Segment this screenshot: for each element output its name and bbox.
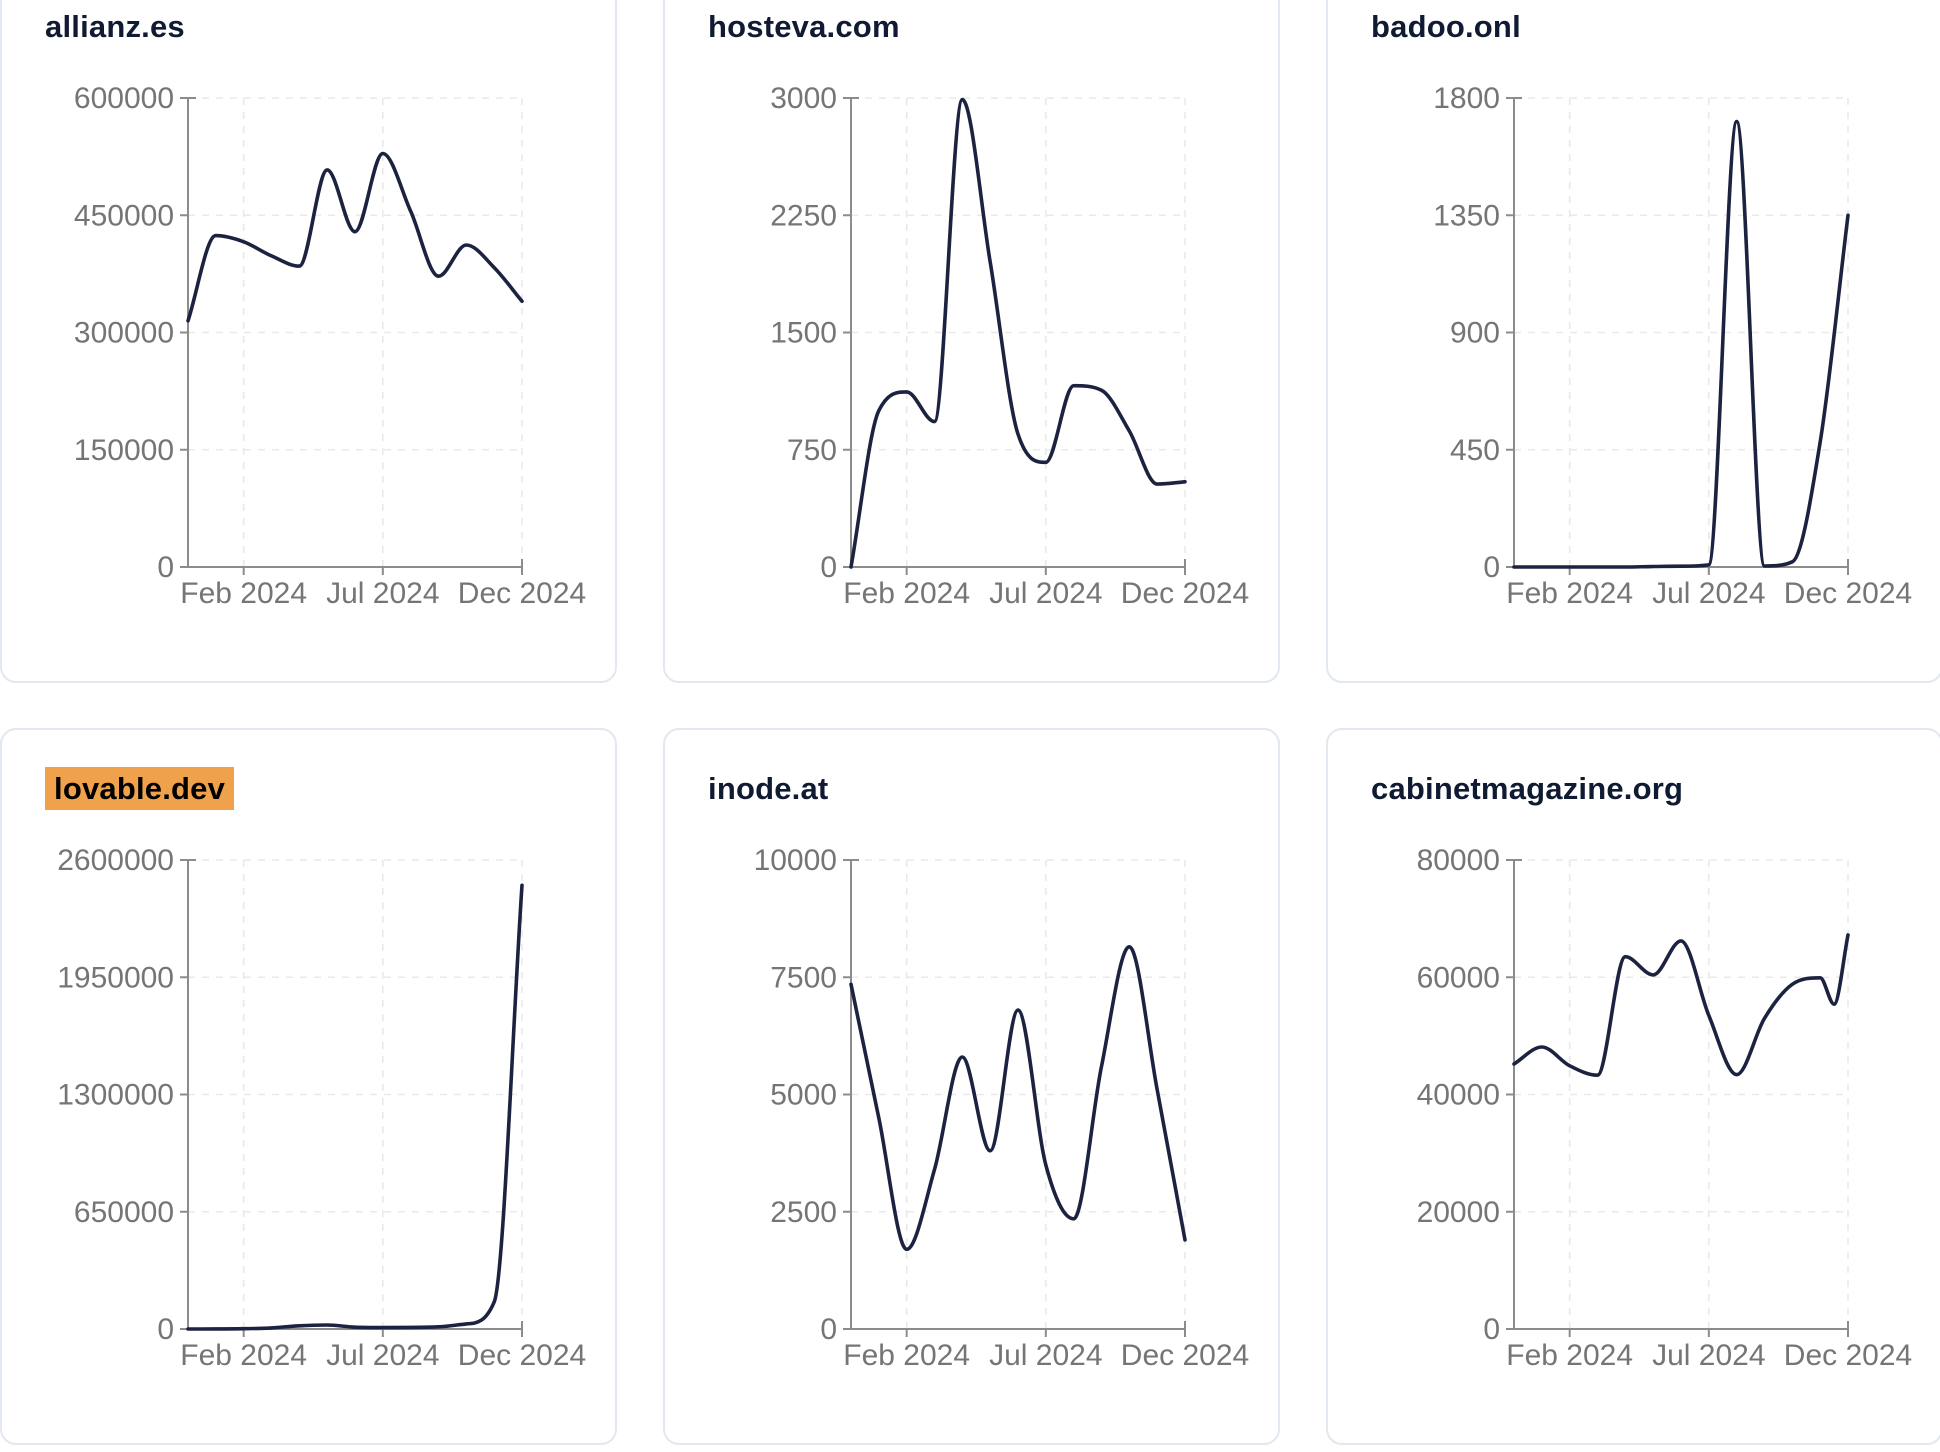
y-tick-label: 0 xyxy=(157,1313,174,1346)
x-tick-label: Jul 2024 xyxy=(326,577,439,610)
y-tick-label: 600000 xyxy=(74,82,174,115)
y-tick-label: 3000 xyxy=(770,82,837,115)
x-tick-label: Dec 2024 xyxy=(458,1339,586,1372)
y-tick-label: 40000 xyxy=(1417,1079,1500,1112)
chart-title-text: allianz.es xyxy=(45,9,185,44)
chart-title-text: badoo.onl xyxy=(1371,9,1521,44)
line-chart: 0 750 1500 2250 3000 Feb 2024 Jul 2024 Dec 2024 xyxy=(770,82,1249,610)
x-axis xyxy=(1514,1321,1849,1330)
x-axis xyxy=(851,559,1186,568)
line-chart: 0 450 900 1350 1800 Feb 2024 Jul 2024 Dec 2024 xyxy=(1433,82,1912,610)
x-tick-label: Feb 2024 xyxy=(843,577,970,610)
x-tick-label: Feb 2024 xyxy=(180,1339,307,1372)
chart-card: inode.at 0 2500 5000 7500 10000 Feb 2024 Jul 2… xyxy=(663,728,1280,1445)
y-tick-label: 450000 xyxy=(74,199,174,232)
line-chart: 0 20000 40000 60000 80000 Feb 2024 Jul 2024 Dec… xyxy=(1417,844,1913,1372)
x-tick-label: Jul 2024 xyxy=(1652,1339,1765,1372)
y-tick-label: 1300000 xyxy=(57,1079,174,1112)
y-tick-label: 1950000 xyxy=(57,961,174,994)
chart-title: allianz.es xyxy=(45,8,185,46)
y-tick-label: 300000 xyxy=(74,317,174,350)
x-tick-label: Dec 2024 xyxy=(458,577,586,610)
x-tick-label: Feb 2024 xyxy=(180,577,307,610)
y-tick-label: 2250 xyxy=(770,199,837,232)
chart-card: cabinetmagazine.org 0 20000 40000 60000 8000… xyxy=(1326,728,1940,1445)
y-tick-label: 650000 xyxy=(74,1196,174,1229)
series-line xyxy=(1512,119,1850,569)
chart-card: hosteva.com 0 750 1500 2250 3000 Feb 2024 Jul … xyxy=(663,0,1280,683)
line-chart: 0 2500 5000 7500 10000 Feb 2024 Jul 2024 Dec 20… xyxy=(754,844,1250,1372)
x-tick-label: Feb 2024 xyxy=(1506,577,1633,610)
x-tick-label: Dec 2024 xyxy=(1784,577,1912,610)
chart-title: lovable.dev xyxy=(45,767,235,810)
y-tick-label: 2600000 xyxy=(57,844,174,877)
y-tick-label: 750 xyxy=(787,434,837,467)
series-line xyxy=(1512,933,1850,1077)
x-tick-label: Feb 2024 xyxy=(1506,1339,1633,1372)
y-tick-label: 150000 xyxy=(74,434,174,467)
y-tick-label: 1800 xyxy=(1433,82,1500,115)
x-axis xyxy=(851,1321,1186,1330)
x-tick-label: Jul 2024 xyxy=(1652,577,1765,610)
chart-title-text: hosteva.com xyxy=(708,9,900,44)
y-tick-label: 5000 xyxy=(770,1079,837,1112)
series-line xyxy=(849,945,1187,1252)
series-line xyxy=(849,97,1187,569)
y-tick-label: 0 xyxy=(820,1313,837,1346)
chart-title-text: inode.at xyxy=(708,771,829,806)
x-tick-label: Dec 2024 xyxy=(1121,577,1249,610)
y-tick-label: 0 xyxy=(157,551,174,584)
chart-title-text: cabinetmagazine.org xyxy=(1371,771,1684,806)
y-tick-label: 0 xyxy=(1483,551,1500,584)
x-tick-label: Jul 2024 xyxy=(989,1339,1102,1372)
x-tick-label: Feb 2024 xyxy=(843,1339,970,1372)
y-tick-label: 1350 xyxy=(1433,199,1500,232)
y-tick-label: 60000 xyxy=(1417,961,1500,994)
y-tick-label: 2500 xyxy=(770,1196,837,1229)
series-line xyxy=(186,151,524,323)
y-tick-label: 0 xyxy=(820,551,837,584)
y-tick-label: 1500 xyxy=(770,317,837,350)
chart-title: cabinetmagazine.org xyxy=(1371,770,1683,808)
y-tick-label: 20000 xyxy=(1417,1196,1500,1229)
y-tick-label: 900 xyxy=(1450,317,1500,350)
chart-card: allianz.es 0 150000 300000 450000 600000 Feb … xyxy=(0,0,617,683)
series-line xyxy=(186,883,524,1331)
y-tick-label: 0 xyxy=(1483,1313,1500,1346)
x-tick-label: Dec 2024 xyxy=(1121,1339,1249,1372)
y-tick-label: 80000 xyxy=(1417,844,1500,877)
chart-title-text: lovable.dev xyxy=(45,767,235,810)
chart-title: inode.at xyxy=(708,770,828,808)
chart-title: badoo.onl xyxy=(1371,8,1521,46)
y-tick-label: 10000 xyxy=(754,844,837,877)
chart-card: lovable.dev 0 650000 1300000 1950000 2600000… xyxy=(0,728,617,1445)
line-chart: 0 650000 1300000 1950000 2600000 Feb 2024 Jul … xyxy=(57,844,586,1372)
y-tick-label: 450 xyxy=(1450,434,1500,467)
x-tick-label: Jul 2024 xyxy=(326,1339,439,1372)
x-axis xyxy=(188,559,523,568)
x-tick-label: Dec 2024 xyxy=(1784,1339,1912,1372)
y-tick-label: 7500 xyxy=(770,961,837,994)
chart-card: badoo.onl 0 450 900 1350 1800 Feb 2024 Jul 202… xyxy=(1326,0,1940,683)
line-chart: 0 150000 300000 450000 600000 Feb 2024 Jul 202… xyxy=(74,82,586,610)
chart-title: hosteva.com xyxy=(708,8,900,46)
x-tick-label: Jul 2024 xyxy=(989,577,1102,610)
